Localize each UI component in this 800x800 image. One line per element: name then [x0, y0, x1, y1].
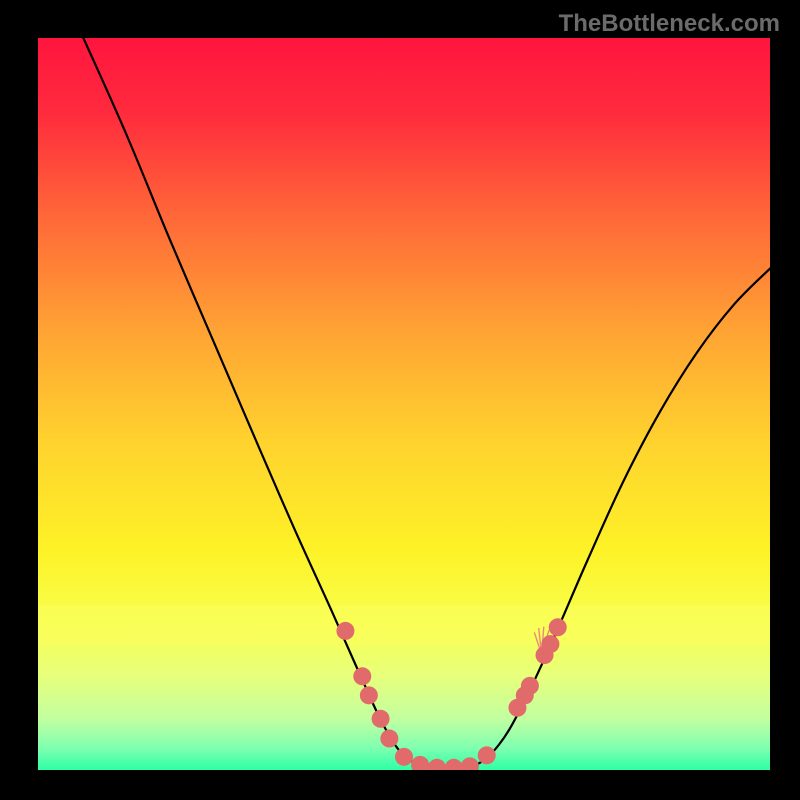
data-marker [336, 622, 354, 640]
data-marker [521, 677, 539, 695]
watermark-label: TheBottleneck.com [559, 10, 780, 38]
data-marker [372, 710, 390, 728]
data-marker [541, 635, 559, 653]
chart-container [38, 38, 770, 770]
chart-background [38, 38, 770, 770]
data-marker [360, 686, 378, 704]
data-marker [478, 746, 496, 764]
highlight-band [38, 605, 770, 645]
bottleneck-curve-chart [38, 38, 770, 770]
data-marker [549, 618, 567, 636]
data-marker [380, 730, 398, 748]
data-marker [353, 667, 371, 685]
data-marker [395, 748, 413, 766]
